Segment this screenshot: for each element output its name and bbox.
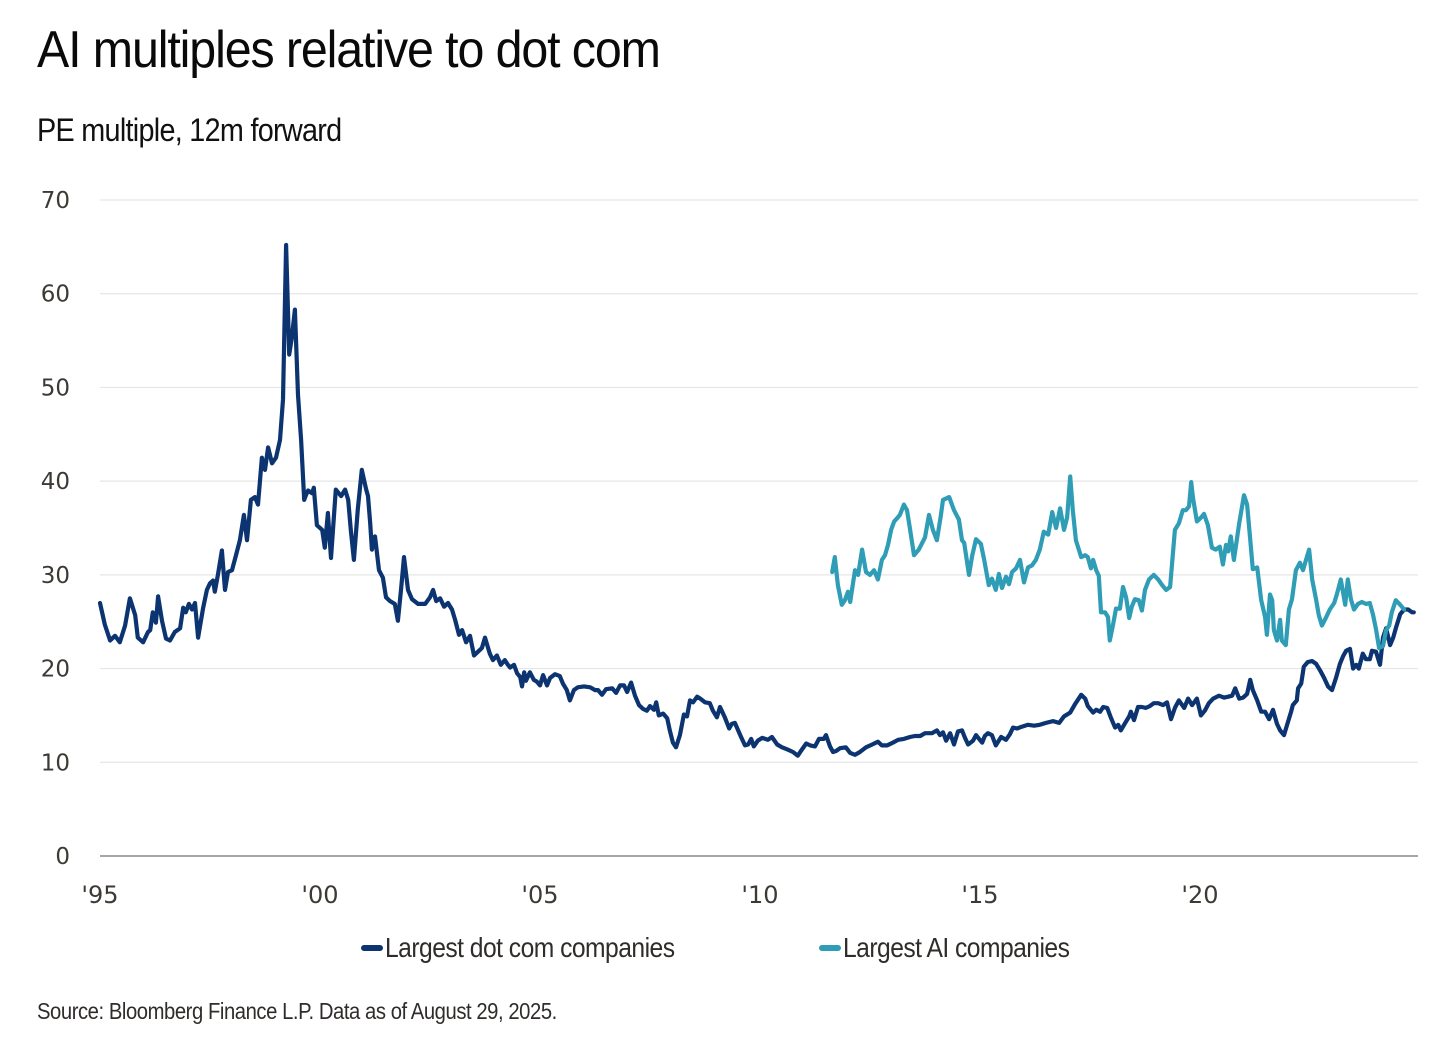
gridlines	[100, 199, 1418, 763]
y-tick-label: 70	[41, 188, 70, 214]
y-tick-label: 60	[41, 282, 70, 308]
x-tick-label: '95	[81, 881, 118, 909]
x-axis-ticks: '95 '00 '05 '10 '15 '20	[81, 881, 1218, 909]
chart-subtitle: PE multiple, 12m forward	[37, 112, 342, 148]
legend-swatch-dotcom	[361, 945, 383, 951]
chart-title: AI multiples relative to dot com	[37, 21, 661, 79]
x-tick-label: '15	[961, 881, 998, 909]
source-note: Source: Bloomberg Finance L.P. Data as o…	[37, 998, 557, 1024]
x-tick-label: '20	[1181, 881, 1218, 909]
series-line-ai	[830, 474, 1407, 651]
legend-item-ai: Largest AI companies	[819, 932, 1100, 964]
legend-label-dotcom: Largest dot com companies	[385, 932, 675, 963]
x-tick-label: '00	[301, 881, 338, 909]
x-tick-label: '05	[521, 881, 558, 909]
y-tick-label: 20	[41, 657, 70, 683]
legend-swatch-ai	[819, 945, 841, 951]
y-tick-label: 40	[41, 469, 70, 495]
y-tick-label: 30	[41, 563, 70, 589]
y-tick-label: 50	[41, 375, 70, 401]
series-lines	[97, 242, 1416, 758]
x-tick-label: '10	[741, 881, 778, 909]
legend: Largest dot com companies Largest AI com…	[0, 932, 1440, 972]
series-line-dotcom	[97, 242, 1416, 758]
y-axis-ticks: 0 10 20 30 40 50 60 70	[41, 188, 70, 870]
legend-item-dotcom: Largest dot com companies	[361, 932, 714, 964]
y-tick-label: 10	[41, 750, 70, 776]
legend-label-ai: Largest AI companies	[843, 932, 1070, 963]
y-tick-label: 0	[55, 844, 70, 870]
